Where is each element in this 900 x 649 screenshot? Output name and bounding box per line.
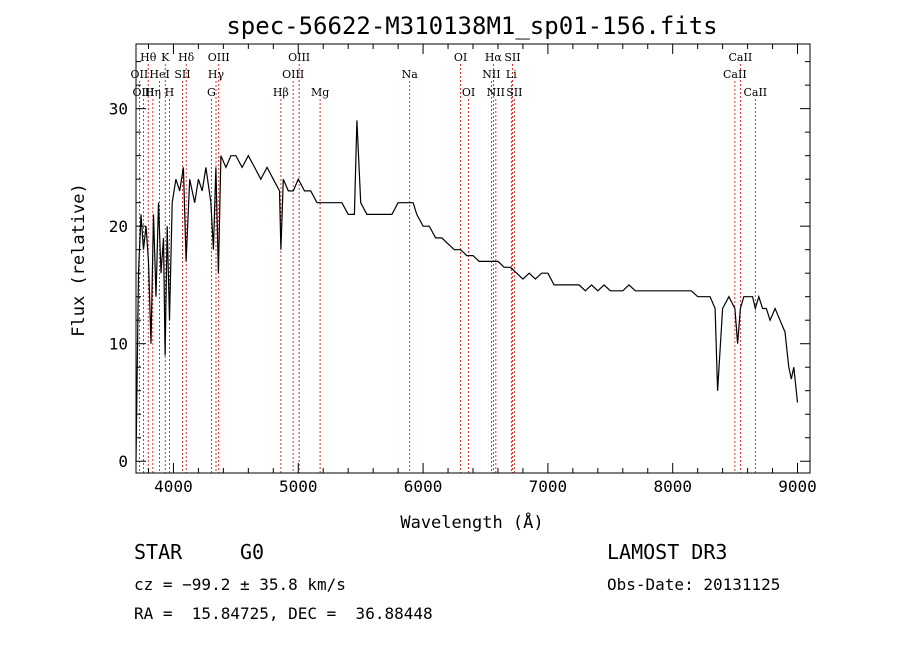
chart-title: spec-56622-M310138M1_sp01-156.fits <box>226 12 717 40</box>
spectral-line-label: CaII <box>743 86 767 99</box>
spectral-line-label: Hβ <box>273 86 289 99</box>
spectral-line-label: SII <box>504 51 520 64</box>
spectral-line-label: Na <box>402 68 419 81</box>
spectral-line-label: Hδ <box>178 51 195 64</box>
spectral-line-label: OI <box>462 86 475 99</box>
x-tick-label: 6000 <box>404 477 443 496</box>
spectral-line-label: OIII <box>288 51 310 64</box>
y-tick-label: 30 <box>109 100 128 119</box>
object-subclass: G0 <box>240 540 265 564</box>
x-tick-label: 4000 <box>154 477 193 496</box>
spectral-line-label: Hθ <box>140 51 157 64</box>
spectral-line-label: OIII <box>282 68 304 81</box>
y-tick-label: 20 <box>109 217 128 236</box>
spectral-line-label: NII <box>487 86 505 99</box>
y-tick-label: 10 <box>109 335 128 354</box>
spectral-line-labels: OII OIII Hθ Hη HeI K H SII Hδ G Hγ OIII Hβ OIII OIII Mg… <box>131 51 768 99</box>
spectral-line-label: OIII <box>208 51 230 64</box>
y-tick-label: 0 <box>118 452 128 471</box>
ra-dec-coordinates: RA = 15.84725, DEC = 36.88448 <box>134 604 433 623</box>
x-tick-label: 5000 <box>279 477 318 496</box>
spectral-line-label: OI <box>454 51 467 64</box>
spectral-line-label: SII <box>174 68 190 81</box>
spectral-line-label: G <box>207 86 216 99</box>
spectral-line-label: Li <box>506 68 517 81</box>
spectral-line-label: H <box>165 86 175 99</box>
spectral-line-label: SII <box>506 86 522 99</box>
spectral-lines <box>138 64 756 473</box>
spectral-line-label: CaII <box>729 51 753 64</box>
object-class: STAR <box>134 540 183 564</box>
y-axis-label: Flux (relative) <box>69 183 89 337</box>
redshift-cz: cz = −99.2 ± 35.8 km/s <box>134 575 346 594</box>
spectral-line-label: CaII <box>723 68 747 81</box>
spectral-line-label: OII <box>131 68 149 81</box>
x-axis-label: Wavelength (Å) <box>400 511 543 533</box>
x-tick-label: 9000 <box>778 477 817 496</box>
spectral-line-label: OIII <box>132 86 154 99</box>
survey-name: LAMOST DR3 <box>607 540 728 564</box>
spectral-line-label: Hα <box>485 51 503 64</box>
flux-series-line <box>135 120 799 462</box>
axis-ticks: 4000 5000 6000 7000 8000 9000 0 10 20 30 <box>109 44 817 496</box>
plot-frame <box>135 43 811 474</box>
spectral-line-label: K <box>161 51 170 64</box>
x-tick-label: 8000 <box>653 477 692 496</box>
spectral-line-label: Hγ <box>208 68 225 81</box>
spectral-line-label: Hη <box>145 86 161 99</box>
spectral-line-label: HeI <box>149 68 169 81</box>
x-tick-label: 7000 <box>529 477 568 496</box>
spectral-line-label: Mg <box>311 86 329 99</box>
spectral-line-label: NII <box>482 68 500 81</box>
observation-date: Obs-Date: 20131125 <box>607 575 781 594</box>
